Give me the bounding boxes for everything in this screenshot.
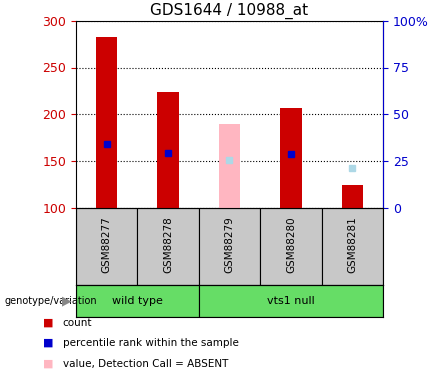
Text: wild type: wild type	[112, 296, 163, 306]
Bar	[199, 208, 260, 285]
Bar	[96, 37, 117, 208]
Text: GSM88280: GSM88280	[286, 217, 296, 273]
Bar	[219, 124, 240, 208]
Bar	[157, 92, 179, 208]
Bar	[260, 208, 322, 285]
Text: ■: ■	[43, 359, 54, 369]
Text: GSM88277: GSM88277	[101, 217, 112, 273]
Bar	[199, 285, 383, 317]
Text: vts1 null: vts1 null	[267, 296, 315, 306]
Text: GSM88281: GSM88281	[347, 217, 358, 273]
Text: GSM88278: GSM88278	[163, 217, 173, 273]
Text: percentile rank within the sample: percentile rank within the sample	[63, 338, 239, 348]
Text: ▶: ▶	[62, 294, 71, 307]
Text: ■: ■	[43, 338, 54, 348]
Text: GSM88279: GSM88279	[224, 217, 235, 273]
Title: GDS1644 / 10988_at: GDS1644 / 10988_at	[150, 3, 309, 19]
Bar	[342, 185, 363, 208]
Text: ■: ■	[43, 318, 54, 327]
Bar	[322, 208, 383, 285]
Bar	[280, 108, 302, 208]
Text: count: count	[63, 318, 92, 327]
Bar	[137, 208, 199, 285]
Bar	[76, 208, 137, 285]
Text: genotype/variation: genotype/variation	[4, 296, 97, 306]
Bar	[76, 285, 199, 317]
Text: value, Detection Call = ABSENT: value, Detection Call = ABSENT	[63, 359, 228, 369]
